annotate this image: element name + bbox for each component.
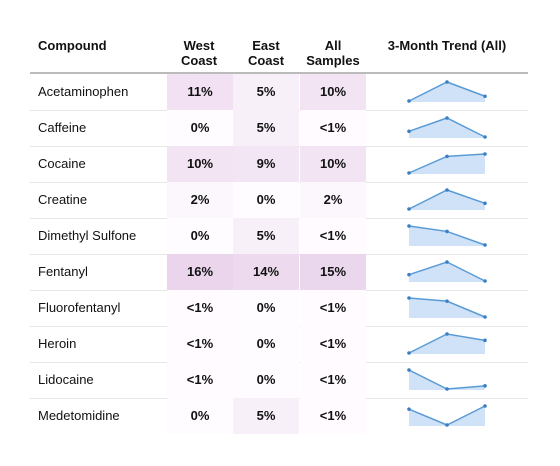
column-header: East Coast (247, 38, 285, 68)
sparkline-area (409, 370, 485, 390)
sparkline-point (407, 296, 411, 300)
percent-cell: 16% (167, 254, 233, 290)
percent-cell: 15% (300, 254, 366, 290)
sparkline (407, 296, 487, 319)
compound-name: Caffeine (38, 120, 87, 135)
compound-name: Heroin (38, 336, 77, 351)
compound-name: Fentanyl (38, 264, 88, 279)
percent-cell: 2% (300, 182, 366, 218)
sparkline (407, 116, 487, 139)
sparkline-point (407, 368, 411, 372)
sparkline-point (445, 299, 449, 303)
sparkline (407, 404, 487, 427)
percent-cell: <1% (167, 326, 233, 362)
percent-cell: <1% (167, 290, 233, 326)
sparkline-point (483, 94, 487, 99)
sparkline-area (409, 334, 485, 354)
percent-cell: 14% (233, 254, 299, 290)
sparkline-point (407, 171, 411, 175)
sparkline-area (409, 226, 485, 246)
percent-cell: 0% (233, 290, 299, 326)
sparkline-area (409, 298, 485, 318)
sparkline-point (483, 315, 487, 319)
sparkline-point (445, 332, 449, 336)
percent-cell: 9% (233, 146, 299, 182)
percent-cell: <1% (300, 326, 366, 362)
sparkline (407, 188, 487, 211)
sparkline-point (407, 207, 411, 211)
sparkline (407, 260, 487, 283)
percent-cell: 0% (233, 362, 299, 398)
percent-cell: <1% (167, 362, 233, 398)
compound-name: Cocaine (38, 156, 86, 171)
sparkline-point (445, 229, 449, 234)
percent-cell: 10% (167, 146, 233, 182)
sparkline-point (445, 154, 449, 159)
compound-name: Lidocaine (38, 372, 94, 387)
sparkline-area (409, 82, 485, 102)
sparkline-point (483, 404, 487, 408)
sparkline-area (409, 406, 485, 426)
sparkline (407, 332, 487, 355)
sparkline (407, 368, 487, 391)
sparkline-area (409, 154, 485, 174)
percent-cell: 10% (300, 146, 366, 182)
percent-cell: 5% (233, 110, 299, 146)
percent-cell: <1% (300, 398, 366, 434)
sparkline-point (483, 152, 487, 156)
sparkline-area (409, 118, 485, 138)
percent-cell: 5% (233, 74, 299, 110)
compound-name: Creatine (38, 192, 88, 207)
sparkline-point (445, 188, 449, 192)
percent-cell: 0% (167, 398, 233, 434)
sparkline-point (483, 384, 487, 388)
percent-cell: <1% (300, 362, 366, 398)
percent-cell: 10% (300, 74, 366, 110)
sparkline-point (483, 243, 487, 247)
percent-cell: <1% (300, 110, 366, 146)
compound-name: Acetaminophen (38, 84, 129, 99)
sparkline-point (445, 116, 449, 120)
sparkline-point (445, 80, 449, 84)
percent-cell: 0% (233, 326, 299, 362)
sparkline-point (407, 351, 411, 355)
header-rule (30, 72, 528, 74)
sparkline-point (407, 407, 411, 411)
percent-cell: <1% (300, 218, 366, 254)
sparkline-point (445, 260, 449, 264)
column-header: 3-Month Trend (All) (387, 38, 507, 53)
sparkline-area (409, 190, 485, 210)
sparkline (407, 224, 487, 247)
sparkline-point (445, 423, 449, 427)
sparkline-point (483, 338, 487, 343)
percent-cell: 11% (167, 74, 233, 110)
percent-cell: 0% (233, 182, 299, 218)
percent-cell: 0% (167, 110, 233, 146)
column-header: West Coast (180, 38, 218, 68)
sparkline-point (407, 224, 411, 228)
percent-cell: 5% (233, 398, 299, 434)
compound-name: Dimethyl Sulfone (38, 228, 137, 243)
percent-cell: 5% (233, 218, 299, 254)
sparkline (407, 80, 487, 103)
sparkline-point (407, 129, 411, 134)
sparkline-point (483, 201, 487, 206)
compound-name: Fluorofentanyl (38, 300, 121, 315)
sparkline-point (407, 99, 411, 103)
sparkline-point (483, 279, 487, 283)
compound-name: Medetomidine (38, 408, 120, 423)
column-header: All Samples (306, 38, 360, 68)
sparkline-point (483, 135, 487, 139)
percent-cell: 2% (167, 182, 233, 218)
sparkline-point (445, 387, 449, 391)
sparkline (407, 152, 487, 175)
sparkline-area (409, 262, 485, 282)
percent-cell: 0% (167, 218, 233, 254)
percent-cell: <1% (300, 290, 366, 326)
sparkline-point (407, 272, 411, 277)
column-header: Compound (38, 38, 107, 53)
